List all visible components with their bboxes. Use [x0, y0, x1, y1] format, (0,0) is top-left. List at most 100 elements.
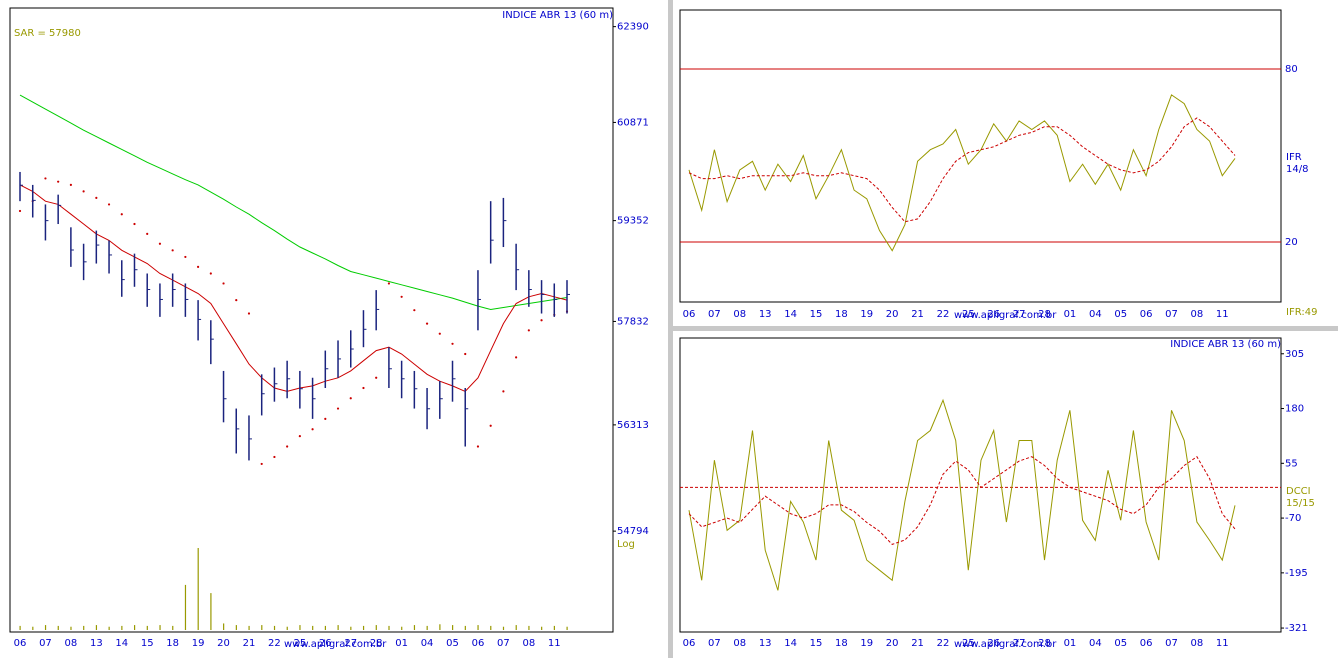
sar-dot: [120, 213, 123, 216]
volume-bar: [439, 624, 441, 630]
y-tick-label: 20: [1285, 237, 1298, 248]
x-tick-label: 20: [217, 638, 230, 649]
x-tick-label: 15: [810, 638, 823, 649]
sar-dot: [158, 242, 162, 245]
sar-dot: [527, 329, 530, 332]
chart-title: INDICE ABR 13 (60 m): [502, 10, 613, 21]
x-tick-label: 08: [1191, 638, 1204, 649]
volume-bar: [502, 626, 505, 630]
sar-dot: [349, 397, 352, 400]
volume-bar: [541, 626, 543, 630]
x-tick-label: 15: [141, 638, 154, 649]
plot-frame: [679, 337, 1282, 633]
sar-dot: [425, 322, 429, 325]
volume-bar: [95, 625, 98, 630]
indicator-label: DCCI: [1286, 486, 1311, 497]
x-tick-label: 22: [937, 309, 950, 320]
volume-bar: [248, 625, 250, 630]
x-tick-label: 26: [987, 638, 1000, 649]
sar-dot: [540, 319, 543, 322]
x-tick-label: 11: [548, 638, 561, 649]
x-tick-label: 25: [962, 638, 975, 649]
watermark: www.apligraf.com.br: [954, 310, 1057, 321]
x-tick-label: 18: [166, 638, 179, 649]
y-tick-label: 305: [1285, 349, 1304, 360]
sar-dot: [502, 390, 505, 393]
volume-bar: [528, 625, 530, 630]
x-tick-label: 20: [886, 309, 899, 320]
volume-bar: [32, 626, 34, 630]
sar-dot: [362, 386, 365, 390]
sar-dot: [451, 342, 454, 345]
sar-dot: [69, 183, 72, 187]
x-tick-label: 06: [14, 638, 27, 649]
volume-bar: [44, 625, 47, 630]
x-tick-label: 05: [1114, 638, 1127, 649]
sar-dot: [489, 424, 492, 427]
sar-dot: [260, 462, 263, 466]
series-line: [688, 455, 1236, 545]
plot-frame: [9, 7, 614, 633]
volume-bar: [477, 625, 479, 630]
x-tick-label: 06: [1140, 309, 1153, 320]
x-tick-label: 13: [90, 638, 103, 649]
volume-bar: [159, 625, 161, 630]
volume-bar: [83, 625, 85, 630]
sar-dot: [82, 190, 85, 193]
sar-dot: [375, 376, 378, 379]
x-tick-label: 07: [39, 638, 52, 649]
x-tick-label: 21: [243, 638, 256, 649]
volume-bar: [490, 625, 492, 630]
y-tick-label: 62390: [617, 22, 649, 33]
x-tick-label: 01: [395, 638, 408, 649]
x-tick-label: 14: [784, 309, 797, 320]
x-tick-label: 20: [886, 638, 899, 649]
x-tick-label: 08: [522, 638, 535, 649]
volume-bar: [452, 625, 454, 630]
volume-bar: [375, 625, 377, 630]
x-tick-label: 06: [1140, 638, 1153, 649]
x-tick-label: 13: [759, 309, 772, 320]
x-tick-label: 07: [1165, 309, 1178, 320]
y-tick-label: 55: [1285, 458, 1298, 469]
x-tick-label: 06: [683, 638, 696, 649]
volume-bar: [324, 625, 327, 630]
x-tick-label: 14: [115, 638, 128, 649]
volume-bar: [350, 626, 352, 630]
volume-bar: [426, 625, 428, 630]
x-tick-label: 11: [1216, 309, 1229, 320]
sar-dot: [400, 295, 403, 298]
value-label: IFR:49: [1286, 307, 1317, 318]
volume-bar: [197, 548, 199, 630]
series-line: [688, 94, 1236, 252]
watermark: www.apligraf.com.br: [954, 639, 1057, 650]
x-tick-label: 25: [293, 638, 306, 649]
volume-bar: [299, 625, 301, 630]
x-tick-label: 08: [733, 638, 746, 649]
volume-bar: [172, 625, 174, 630]
x-tick-label: 22: [268, 638, 281, 649]
y-tick-label: -321: [1285, 623, 1308, 634]
volume-bar: [413, 625, 416, 630]
chart-title: INDICE ABR 13 (60 m): [1170, 339, 1281, 350]
sar-dot: [476, 445, 480, 448]
x-tick-label: 13: [759, 638, 772, 649]
x-tick-label: 21: [911, 309, 924, 320]
volume-bar: [19, 625, 21, 630]
x-tick-label: 06: [472, 638, 485, 649]
x-tick-label: 21: [911, 638, 924, 649]
watermark: www.apligraf.com.br: [284, 639, 387, 650]
volume-bar: [210, 593, 212, 630]
volume-bar: [566, 626, 568, 630]
x-tick-label: 27: [1013, 309, 1026, 320]
sar-dot: [273, 455, 276, 459]
series-line: [19, 94, 568, 311]
y-tick-label: 59352: [617, 216, 649, 227]
volume-bar: [401, 626, 403, 630]
sar-dot: [171, 249, 174, 252]
indicator-params: 14/8: [1286, 164, 1308, 175]
sar-dot: [196, 265, 200, 268]
annotation: SAR = 57980: [14, 28, 81, 39]
volume-bar: [553, 625, 555, 630]
divider: [668, 0, 673, 658]
